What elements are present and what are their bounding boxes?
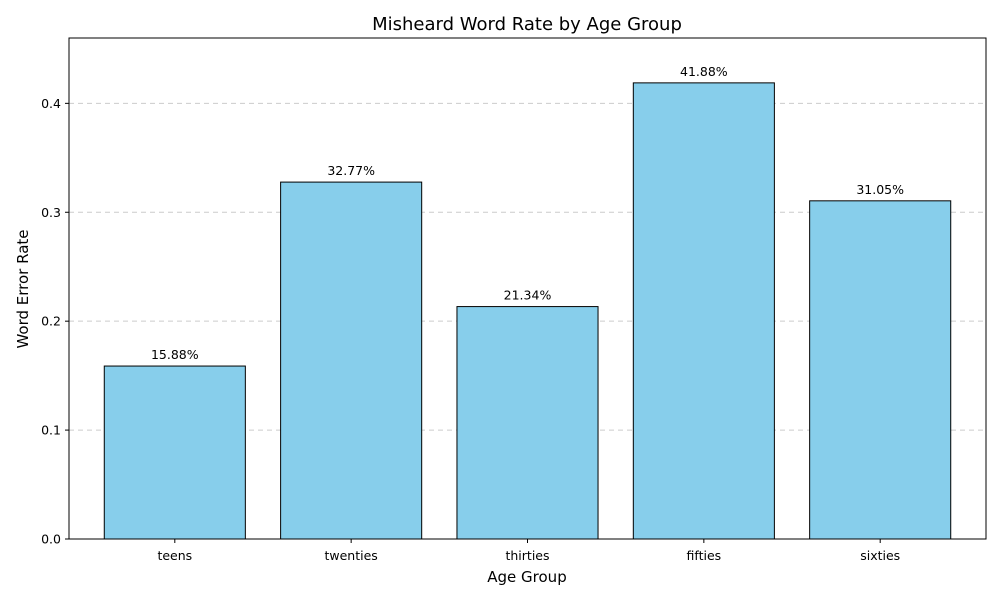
axis-ticks: 0.0 0.1 0.2 0.3 0.4 teens twenties thirties fift… <box>41 96 900 563</box>
x-tick-label: fifties <box>687 548 722 563</box>
y-tick-label: 0.3 <box>41 205 61 220</box>
x-tick-label: thirties <box>505 548 549 563</box>
bar <box>456 306 599 540</box>
x-tick-label: twenties <box>324 548 377 563</box>
data-label: 32.77% <box>327 163 375 178</box>
bar <box>280 181 423 540</box>
y-tick-label: 0.1 <box>41 423 61 438</box>
x-tick-label: sixties <box>860 548 900 563</box>
chart-title: Misheard Word Rate by Age Group <box>372 14 682 35</box>
data-label: 21.34% <box>504 288 552 303</box>
data-labels: 15.88% 32.77% 21.34% 41.88% 31.05% <box>151 64 904 362</box>
y-axis-label: Word Error Rate <box>14 229 32 348</box>
y-tick-label: 0.2 <box>41 314 61 329</box>
x-tick-label: teens <box>157 548 192 563</box>
y-tick-label: 0.0 <box>41 532 61 547</box>
bars <box>103 82 952 540</box>
bar <box>632 82 775 540</box>
y-tick-label: 0.4 <box>41 96 61 111</box>
data-label: 15.88% <box>151 347 199 362</box>
data-label: 31.05% <box>856 182 904 197</box>
plot-frame <box>68 37 987 540</box>
bar <box>809 200 952 540</box>
bar <box>103 365 246 540</box>
x-axis-label: Age Group <box>487 568 566 586</box>
data-label: 41.88% <box>680 64 728 79</box>
